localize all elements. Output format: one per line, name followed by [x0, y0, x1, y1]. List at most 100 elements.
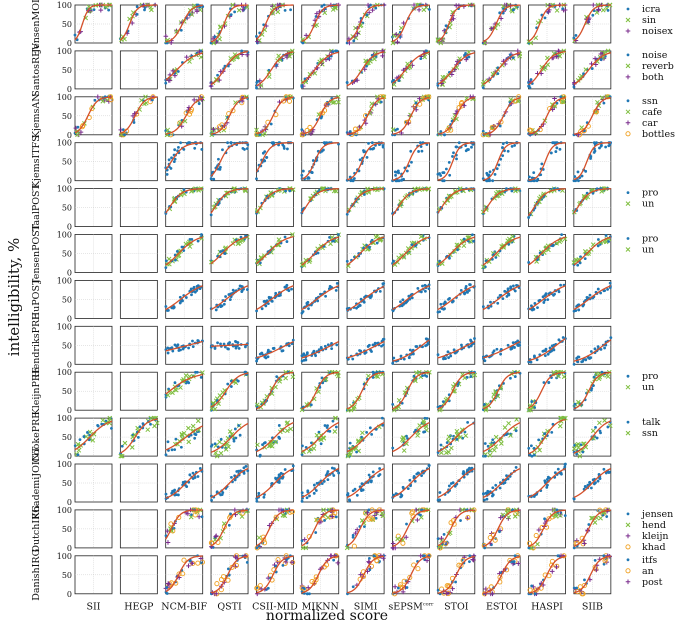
legend-marker: [626, 237, 630, 240]
data-point: [195, 418, 201, 424]
legend-label: itfs: [642, 555, 657, 566]
data-point: [98, 7, 104, 13]
data-point: [226, 141, 229, 145]
data-point: [172, 199, 178, 204]
panel: [164, 370, 205, 411]
data-point: [301, 444, 304, 448]
data-point: [582, 541, 587, 546]
data-point: [425, 416, 429, 420]
data-point: [528, 86, 532, 90]
data-point: [441, 179, 445, 183]
data-point: [78, 129, 84, 135]
data-point: [600, 370, 604, 374]
legend-label: both: [642, 72, 664, 83]
panel: [345, 141, 385, 183]
data-point: [510, 144, 514, 148]
data-point: [280, 98, 287, 104]
data-point: [135, 12, 139, 16]
data-point: [381, 282, 385, 286]
data-point: [545, 243, 551, 249]
data-point: [390, 127, 396, 132]
data-point: [354, 77, 360, 83]
data-point: [575, 452, 579, 456]
panel: [254, 369, 296, 411]
fit-curve: [528, 142, 566, 181]
data-point: [178, 295, 182, 299]
data-point: [314, 11, 320, 16]
data-point: [256, 535, 262, 541]
legend-item: khad: [625, 542, 666, 553]
panel: [299, 232, 342, 273]
data-point: [242, 471, 246, 475]
panel: [119, 188, 158, 228]
fit-curve: [210, 51, 249, 86]
panel: [118, 94, 158, 138]
data-point: [171, 349, 175, 353]
y-tick-label: 100: [57, 47, 72, 56]
fit-curve: [301, 555, 339, 594]
data-point: [166, 308, 170, 312]
data-point: [367, 508, 371, 512]
data-point: [410, 296, 414, 300]
data-point: [445, 127, 451, 133]
panel: [118, 415, 160, 459]
data-point: [498, 530, 501, 534]
legend-marker: [625, 522, 631, 528]
fit-curve: [301, 285, 339, 311]
data-point: [227, 429, 233, 434]
row-label: JensenPOST: [31, 223, 42, 284]
data-point: [365, 431, 369, 434]
fit-curve: [573, 188, 611, 214]
data-point: [576, 170, 580, 174]
data-point: [436, 353, 440, 357]
data-point: [572, 85, 576, 89]
data-point: [107, 415, 113, 421]
data-point: [414, 345, 418, 348]
panel: [345, 48, 386, 90]
data-point: [242, 466, 246, 470]
data-point: [516, 561, 521, 566]
fit-curve: [482, 340, 521, 359]
data-point: [555, 508, 559, 512]
data-point: [191, 339, 194, 343]
data-point: [499, 244, 505, 249]
data-point: [590, 428, 596, 434]
legend-marker: [625, 568, 631, 574]
data-point: [527, 84, 531, 87]
data-point: [483, 498, 486, 502]
data-point: [328, 429, 332, 433]
data-point: [527, 216, 531, 219]
y-tick-label: 0: [67, 177, 72, 186]
data-point: [537, 447, 542, 453]
panel: [391, 234, 431, 273]
data-point: [165, 586, 169, 589]
panel: [299, 553, 341, 596]
panel: [74, 325, 113, 365]
data-point: [257, 491, 261, 495]
data-point: [211, 127, 216, 132]
fit-curve: [210, 467, 249, 499]
data-point: [594, 567, 599, 573]
data-point: [182, 188, 186, 192]
data-point: [559, 95, 563, 99]
data-point: [200, 147, 204, 151]
data-point: [360, 482, 364, 486]
data-point: [195, 284, 199, 288]
data-point: [436, 537, 440, 541]
data-point: [574, 179, 578, 183]
legend-label: un: [642, 199, 654, 210]
data-point: [584, 169, 588, 173]
data-point: [325, 472, 329, 475]
data-point: [506, 343, 510, 347]
data-point: [166, 440, 170, 444]
data-point: [439, 302, 443, 306]
data-point: [90, 437, 96, 443]
data-point: [425, 374, 429, 378]
data-point: [597, 507, 603, 513]
panel: [481, 279, 521, 319]
data-point: [335, 560, 341, 566]
data-point: [92, 8, 96, 12]
data-point: [122, 440, 128, 446]
data-point: [222, 302, 226, 306]
data-point: [527, 546, 531, 550]
